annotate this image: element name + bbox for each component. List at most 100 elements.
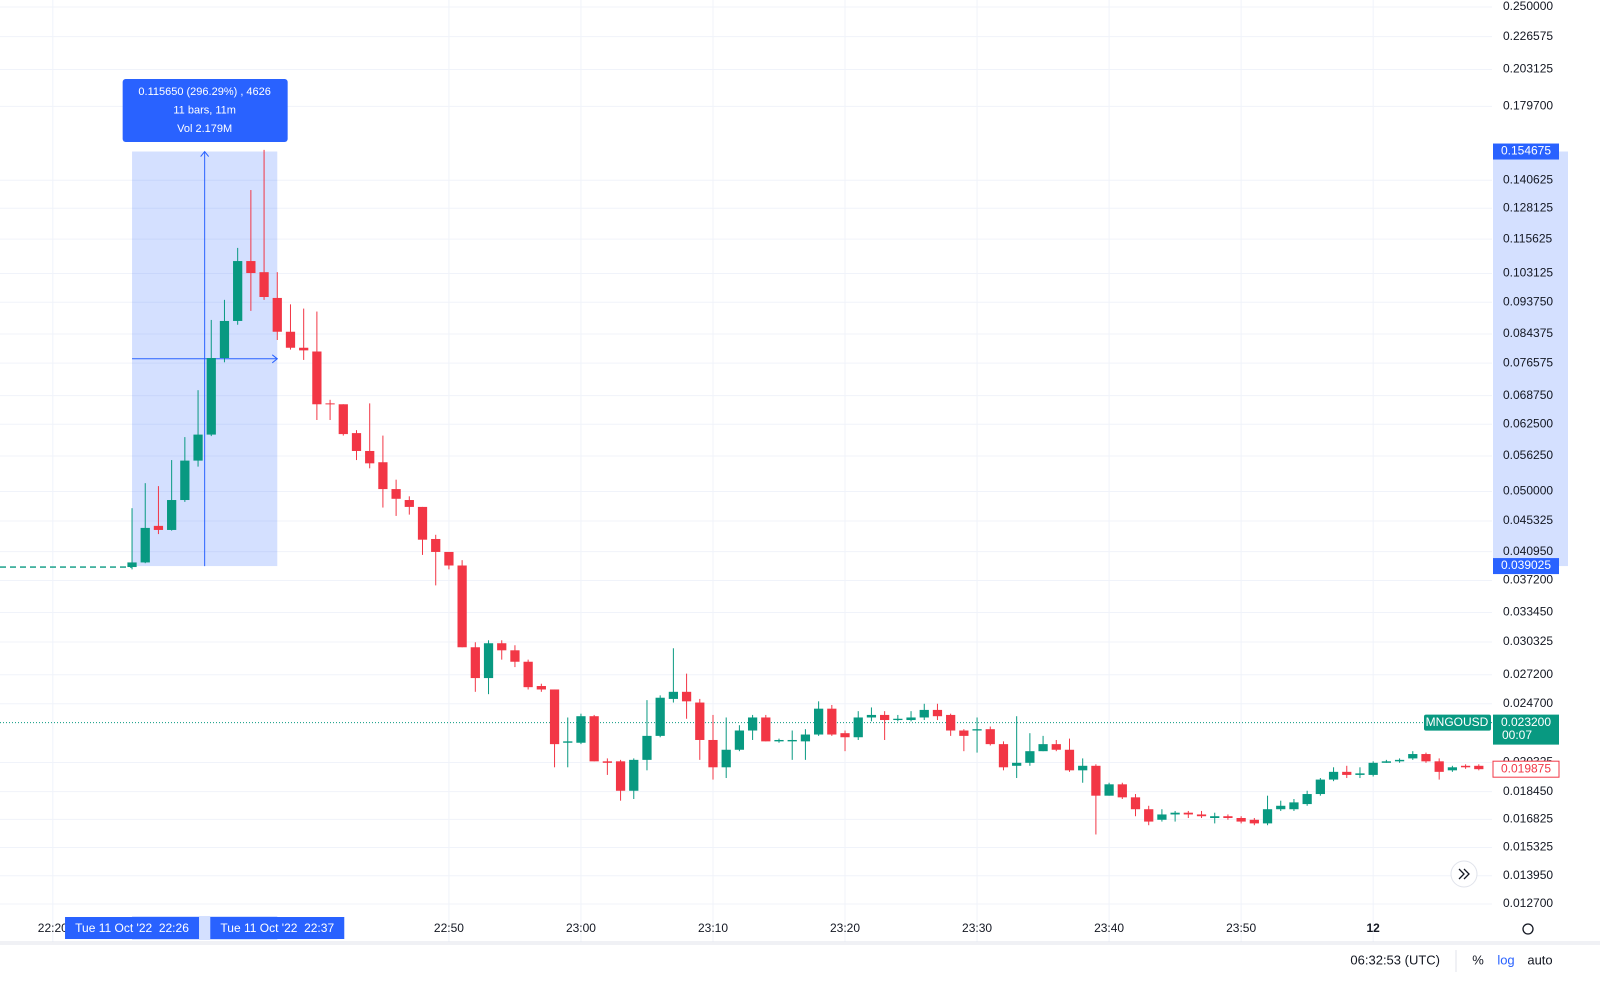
candle-body: [299, 347, 309, 351]
measure-text: 11 bars, 11m: [173, 104, 236, 116]
candle-body: [998, 744, 1009, 768]
range-time-label: Tue 11 Oct '22 22:37: [220, 921, 334, 935]
candle-body: [1368, 762, 1378, 775]
last-price-box: [1492, 760, 1560, 778]
y-tick-label: 0.084375: [1503, 326, 1553, 340]
candle-body: [1394, 759, 1405, 762]
range-price-box: [1493, 558, 1559, 575]
candle-body: [827, 708, 837, 735]
candle-body: [1144, 809, 1154, 822]
candle-body: [1117, 784, 1127, 798]
y-tick-label: 0.076575: [1503, 355, 1553, 369]
candle-body: [167, 500, 177, 530]
toolbar-button[interactable]: auto: [1527, 952, 1552, 967]
candle-body: [1157, 814, 1167, 820]
candle-body: [1342, 771, 1352, 775]
candle-body: [365, 450, 375, 464]
range-time-box: [65, 917, 200, 939]
y-tick-label: 0.024700: [1503, 696, 1553, 710]
candle-body: [1025, 751, 1035, 763]
candle-body: [866, 714, 877, 718]
candle-body: [536, 686, 546, 690]
candle-body: [1078, 765, 1088, 771]
candle-body: [1130, 797, 1141, 810]
y-tick-label: 0.045325: [1503, 513, 1553, 527]
x-tick-label: 23:00: [566, 921, 596, 935]
candle-body: [734, 730, 745, 750]
candle-body: [404, 500, 414, 507]
measure-text: 0.115650 (296.29%) , 4626: [138, 86, 271, 98]
candle-body: [1051, 744, 1061, 750]
y-tick-label: 0.016825: [1503, 812, 1553, 826]
range-price-label: 0.039025: [1501, 558, 1551, 572]
candle-body: [602, 761, 612, 763]
candle-body: [312, 351, 322, 405]
plot: [0, 149, 1492, 835]
candle-body: [893, 718, 903, 721]
y-tick-label: 0.015325: [1503, 840, 1553, 854]
candle-body: [1302, 794, 1312, 805]
axis-range: [1493, 151, 1568, 567]
candle-body: [193, 434, 203, 461]
y-tick-label: 0.128125: [1503, 200, 1553, 214]
candle-body: [668, 691, 679, 699]
candle-body: [1447, 767, 1458, 771]
candle-body: [272, 297, 282, 332]
y-tick-label: 0.056250: [1503, 448, 1553, 462]
candle-body: [681, 691, 692, 702]
arrow-head: [271, 354, 279, 364]
candle-body: [391, 489, 401, 499]
countdown: 00:07: [1502, 728, 1532, 742]
candle-body: [708, 739, 718, 768]
candle-body: [1434, 761, 1444, 772]
candle-body: [549, 689, 560, 745]
settings-icon[interactable]: [1522, 923, 1534, 935]
symbol-name: MNGOUSD: [1426, 715, 1489, 729]
candle-body: [1196, 814, 1207, 817]
range-price-box: [1493, 143, 1559, 160]
candle-body: [1460, 765, 1471, 768]
y-tick-label: 0.050000: [1503, 484, 1553, 498]
candle-body: [787, 739, 797, 742]
candle-body: [642, 735, 652, 760]
toolbar-button[interactable]: %: [1472, 952, 1484, 967]
y-tick-label: 0.037200: [1503, 573, 1553, 587]
candle-body: [1038, 744, 1048, 752]
candle-body: [695, 702, 705, 740]
candle-body: [919, 709, 929, 718]
x-tick-label: 12: [1366, 921, 1380, 935]
candle-body: [1104, 784, 1114, 796]
y-tick-label: 0.062500: [1503, 416, 1553, 430]
y-tick-label: 0.018450: [1503, 784, 1553, 798]
candle-body: [985, 729, 995, 745]
candle-body: [285, 331, 296, 348]
x-tick-label: 22:50: [434, 921, 464, 935]
y-tick-label: 0.068750: [1503, 388, 1553, 402]
candle-body: [800, 734, 811, 742]
candle-body: [1210, 816, 1220, 818]
y-tick-label: 0.250000: [1503, 0, 1553, 13]
toolbar-button[interactable]: log: [1497, 952, 1514, 967]
candle-body: [1183, 812, 1193, 815]
toolbar: % log auto: [1472, 952, 1552, 967]
candle-body: [259, 272, 269, 297]
candle-body: [483, 643, 494, 679]
candle-body: [840, 733, 850, 738]
x-tick-label: 22:20: [38, 921, 68, 935]
candle-body: [1012, 762, 1022, 766]
arrow-head: [200, 150, 210, 157]
candle-body: [497, 643, 507, 651]
candle-body: [761, 717, 771, 742]
candle-body: [1474, 765, 1484, 770]
candle-body: [523, 661, 533, 688]
candle-body: [140, 527, 150, 563]
candle-body: [378, 462, 388, 490]
y-tick-label: 0.203125: [1503, 62, 1553, 76]
y-tick-label: 0.013950: [1503, 868, 1553, 882]
candle-body: [444, 551, 454, 566]
y-tick-label: 0.093750: [1503, 294, 1553, 308]
candle-body: [853, 717, 863, 738]
candle-body: [325, 403, 335, 405]
x-tick-label: 23:20: [830, 921, 860, 935]
